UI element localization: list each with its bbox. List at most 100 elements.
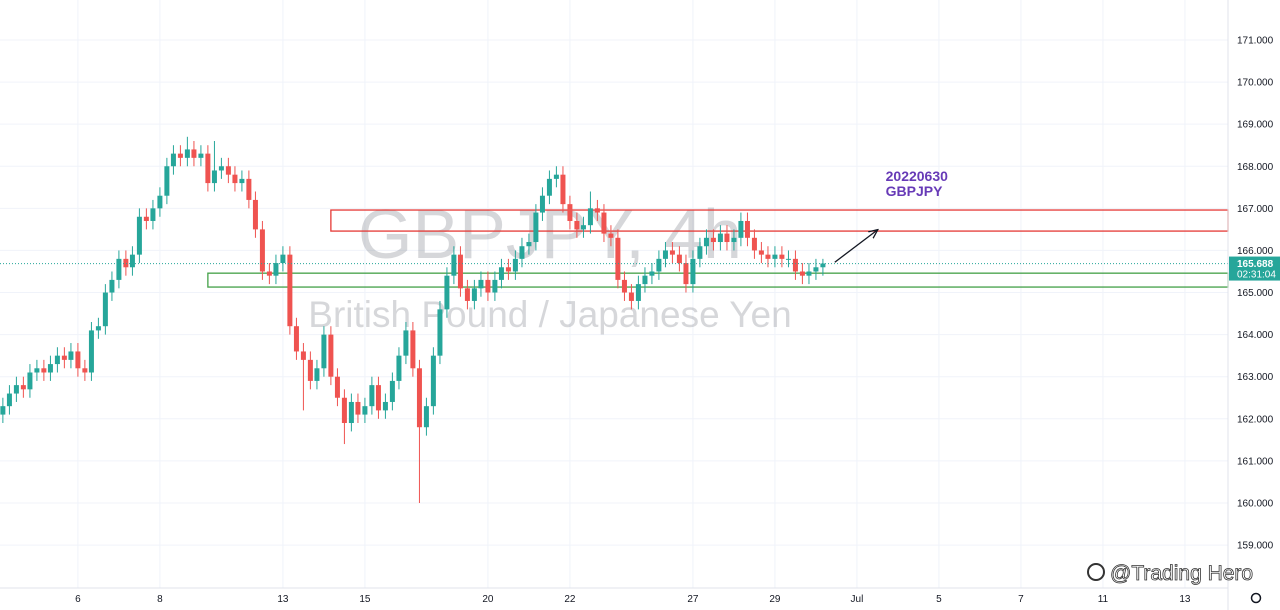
candle-body: [403, 330, 409, 356]
candle-body: [328, 334, 334, 377]
candle-body: [594, 208, 600, 213]
candle-body: [184, 149, 190, 158]
x-tick-label: 6: [75, 594, 81, 605]
candle-body: [464, 288, 470, 301]
x-tick-label: 13: [277, 594, 289, 605]
candle-body: [280, 254, 286, 264]
candle-body: [669, 250, 675, 255]
candle-body: [218, 166, 224, 171]
x-tick-label: Jul: [851, 594, 864, 605]
candle-body: [143, 216, 149, 221]
candle-body: [362, 406, 368, 415]
candle-body: [54, 355, 60, 365]
logo: [1087, 563, 1105, 581]
candle-body: [314, 368, 320, 381]
candle-body: [744, 220, 750, 238]
candle-body: [410, 330, 416, 369]
candle-body: [498, 267, 504, 280]
annotation: GBPJPY: [886, 183, 943, 199]
candle-body: [211, 170, 217, 184]
candle-body: [13, 385, 19, 394]
candle-body: [758, 250, 764, 255]
candle-body: [457, 254, 463, 289]
candle-body: [198, 153, 204, 158]
candle-body: [615, 237, 621, 280]
candle-body: [164, 166, 170, 196]
candle-body: [772, 254, 778, 259]
candle-body: [0, 406, 6, 415]
candle-body: [177, 153, 183, 158]
candle-body: [478, 279, 484, 289]
candle-body: [813, 267, 819, 272]
candle-body: [642, 275, 648, 285]
candle-body: [560, 174, 566, 205]
y-tick-label: 165.000: [1237, 288, 1274, 299]
candle-body: [170, 153, 176, 167]
candle-body: [717, 233, 723, 243]
candle-body: [136, 216, 142, 255]
y-tick-label: 162.000: [1237, 414, 1274, 425]
candle-body: [676, 254, 682, 264]
y-tick-label: 160.000: [1237, 498, 1274, 509]
candle-body: [82, 368, 88, 373]
candle-body: [806, 271, 812, 276]
candle-body: [683, 263, 689, 285]
y-tick-label: 161.000: [1237, 456, 1274, 467]
last-price-label: 165.688: [1237, 259, 1274, 270]
candle-body: [546, 178, 552, 196]
candle-body: [799, 271, 805, 276]
candle-body: [492, 279, 498, 293]
candle-body: [451, 254, 457, 276]
candle-body: [355, 401, 361, 415]
candle-body: [102, 292, 108, 327]
candle-body: [656, 258, 662, 272]
candle-body: [307, 359, 313, 381]
annotation: 20220630: [886, 168, 949, 184]
settings-gear[interactable]: [1250, 592, 1262, 604]
candle-body: [47, 364, 53, 373]
candle-body: [430, 355, 436, 407]
credit: @Trading Hero: [1110, 562, 1253, 585]
candle-body: [61, 355, 67, 360]
y-tick-label: 167.000: [1237, 204, 1274, 215]
candle-body: [703, 237, 709, 247]
y-tick-label: 166.000: [1237, 246, 1274, 257]
candle-body: [68, 351, 74, 360]
candle-body: [341, 397, 347, 424]
candle-body: [416, 368, 422, 428]
candle-body: [519, 246, 525, 259]
candle-body: [649, 271, 655, 276]
candle-body: [109, 279, 115, 293]
x-tick-label: 15: [359, 594, 371, 605]
candle-body: [553, 174, 559, 179]
candle-body: [697, 246, 703, 259]
settings-icon[interactable]: [1250, 592, 1262, 604]
candle-body: [225, 166, 231, 175]
candle-body: [369, 385, 375, 407]
candle-body: [539, 195, 545, 213]
candle-body: [75, 351, 81, 369]
x-tick-label: 22: [564, 594, 576, 605]
y-tick-label: 170.000: [1237, 78, 1274, 89]
candle-body: [389, 380, 395, 402]
x-tick-label: 11: [1098, 594, 1109, 605]
y-tick-label: 164.000: [1237, 330, 1274, 341]
candle-body: [116, 258, 122, 280]
candle-body: [20, 385, 26, 390]
candle-body: [252, 199, 258, 230]
candle-body: [567, 204, 573, 221]
candle-body: [396, 355, 402, 381]
candle-body: [485, 279, 491, 293]
candle-body: [621, 279, 627, 293]
candle-body: [574, 220, 580, 230]
candle-body: [690, 258, 696, 285]
candle-body: [533, 212, 539, 243]
x-tick-label: 29: [769, 594, 781, 605]
candle-body: [785, 258, 791, 260]
candle-body: [505, 267, 511, 272]
candle-body: [738, 220, 744, 238]
candle-body: [526, 242, 532, 247]
candle-body: [662, 250, 668, 259]
